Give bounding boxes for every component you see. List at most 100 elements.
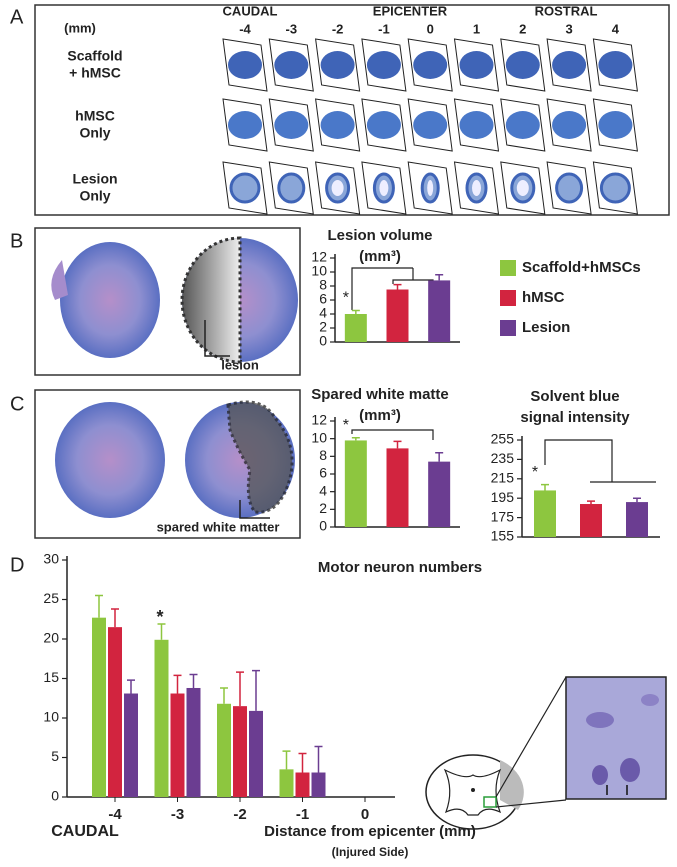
y-tick-label: 20 (43, 630, 59, 646)
y-tick-label: 0 (319, 333, 327, 349)
section-tissue (274, 111, 309, 139)
bar (170, 693, 185, 797)
chart-subtitle: (mm³) (359, 407, 401, 424)
position-label: 0 (427, 21, 434, 36)
position-label: -2 (332, 21, 344, 36)
error-bar (587, 500, 595, 505)
panel-label: D (10, 554, 24, 576)
section-tissue (598, 51, 633, 79)
error-bar (351, 309, 360, 314)
y-tick-label: 255 (491, 431, 515, 447)
chart-title: Solvent blue (530, 388, 619, 405)
y-tick-label: 25 (43, 590, 59, 606)
y-tick-label: 10 (43, 709, 59, 725)
error-bar (541, 483, 549, 491)
position-label: 3 (565, 21, 572, 36)
y-tick-label: 12 (311, 412, 327, 428)
y-tick-label: 0 (51, 788, 59, 804)
bar (279, 769, 294, 797)
lesion-cavity (427, 180, 434, 196)
chart-title: Spared white matte (311, 386, 449, 403)
y-tick-label: 235 (491, 450, 515, 466)
y-tick-label: 6 (319, 465, 327, 481)
bar (344, 440, 367, 527)
section-tissue (320, 51, 355, 79)
section-tissue (274, 51, 309, 79)
bar (92, 617, 106, 797)
legend-label: hMSC (522, 289, 565, 306)
bar (154, 639, 169, 797)
bar (580, 504, 602, 537)
significance-mark: * (156, 607, 163, 627)
y-tick-label: 155 (491, 528, 515, 544)
x-tick-label: -3 (171, 806, 184, 823)
panel-label: A (10, 6, 24, 28)
tissue-image (51, 236, 298, 364)
bar (386, 448, 409, 527)
panel-b-frame (34, 227, 301, 376)
position-label: -1 (378, 21, 390, 36)
lesion-cavity (379, 180, 389, 196)
section-tissue (228, 111, 262, 139)
x-tick-label: -1 (296, 806, 309, 823)
section-tissue (366, 111, 401, 139)
section-tissue (552, 51, 587, 79)
bar (108, 627, 122, 797)
bar (534, 490, 556, 537)
bar (428, 461, 451, 527)
error-bar (282, 750, 291, 770)
error-bar (314, 745, 323, 773)
row-label: Lesion (72, 171, 117, 187)
y-tick-label: 6 (319, 291, 327, 307)
error-bar (189, 673, 198, 688)
y-tick-label: 0 (319, 518, 327, 534)
panel-a-frame (34, 4, 670, 216)
error-bar (393, 440, 402, 449)
bar (311, 772, 326, 797)
x-axis-note: (Injured Side) (332, 845, 409, 859)
x-tick-label: 0 (361, 806, 369, 823)
section-tissue (505, 111, 540, 139)
bar (186, 687, 201, 797)
section-tissue (555, 172, 584, 204)
error-bar (351, 437, 360, 441)
lesion-cavity (472, 180, 481, 196)
row-label: + hMSC (69, 65, 121, 81)
region-label: ROSTRAL (535, 3, 598, 18)
position-label: 2 (519, 21, 526, 36)
y-tick-label: 8 (319, 447, 327, 463)
y-tick-label: 4 (319, 482, 327, 498)
position-label: -3 (286, 21, 298, 36)
panel-c-frame (34, 389, 301, 539)
unit-label: (mm) (64, 20, 96, 35)
significance-mark: * (532, 464, 538, 481)
row-label: Scaffold (67, 48, 122, 64)
error-bar (127, 679, 135, 694)
y-tick-label: 5 (51, 748, 59, 764)
significance-mark: * (343, 417, 349, 434)
error-bar (157, 623, 166, 640)
bar (295, 772, 310, 797)
bar (124, 693, 138, 797)
row-label: hMSC (75, 108, 115, 124)
bar (386, 289, 409, 342)
chart-title: Lesion volume (327, 227, 432, 244)
significance-bracket (544, 439, 656, 483)
position-label: 1 (473, 21, 480, 36)
region-label: CAUDAL (223, 3, 278, 18)
y-tick-label: 10 (311, 429, 327, 445)
lesion-cavity (331, 180, 344, 196)
y-tick-label: 30 (43, 551, 59, 567)
error-bar (633, 497, 641, 503)
chart-title: Motor neuron numbers (318, 559, 482, 576)
legend-swatch (500, 260, 516, 276)
section-tissue (552, 111, 587, 139)
legend-swatch (500, 290, 516, 306)
legend-swatch (500, 320, 516, 336)
section-tissue (413, 111, 448, 139)
bar (626, 502, 648, 537)
y-tick-label: 2 (319, 500, 327, 516)
significance-bracket (351, 429, 434, 440)
error-bar (111, 608, 119, 628)
